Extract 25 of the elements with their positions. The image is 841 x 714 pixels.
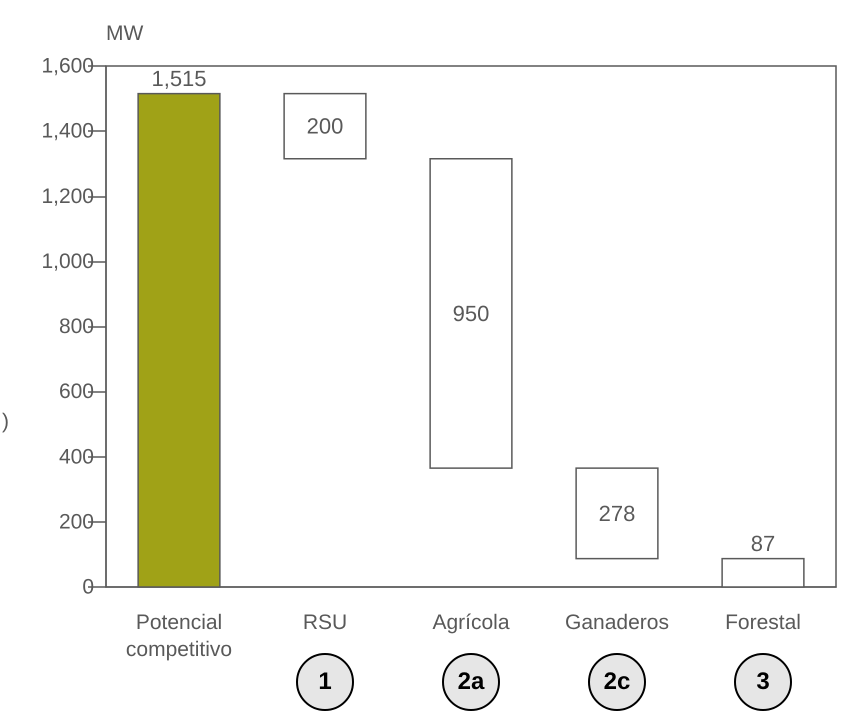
- y-tick-label: 800: [58, 315, 94, 338]
- data-label: 950: [452, 300, 490, 326]
- x-tick-label: Agrícola: [432, 611, 510, 634]
- y-tick-label: 1,400: [41, 120, 94, 143]
- y-tick-label: 600: [58, 380, 94, 404]
- text: ): [2, 410, 9, 434]
- data-label: 278: [598, 500, 636, 526]
- circle-badge: 2c: [588, 653, 646, 711]
- y-tick-label: 0: [82, 576, 94, 598]
- data-label: 200: [306, 114, 344, 139]
- circle-badge: 3: [734, 653, 792, 711]
- y-tick-label: 1,200: [41, 184, 94, 208]
- data-label: 87: [750, 531, 776, 556]
- y-axis-title: MW: [106, 22, 144, 45]
- x-tick-label: Potencial competitivo: [126, 611, 232, 661]
- x-tick-label: Forestal: [725, 611, 801, 634]
- y-tick-label: 200: [58, 510, 94, 534]
- x-tick-label: Ganaderos: [565, 611, 669, 634]
- y-tick-label: 1,600: [41, 54, 94, 78]
- circle-badge: 2a: [442, 653, 500, 711]
- data-label: 1,515: [151, 66, 207, 92]
- x-tick-label: RSU: [302, 611, 348, 634]
- y-tick-label: 400: [58, 445, 94, 468]
- circle-badge: 1: [296, 653, 354, 711]
- y-tick-label: 1,000: [41, 250, 94, 273]
